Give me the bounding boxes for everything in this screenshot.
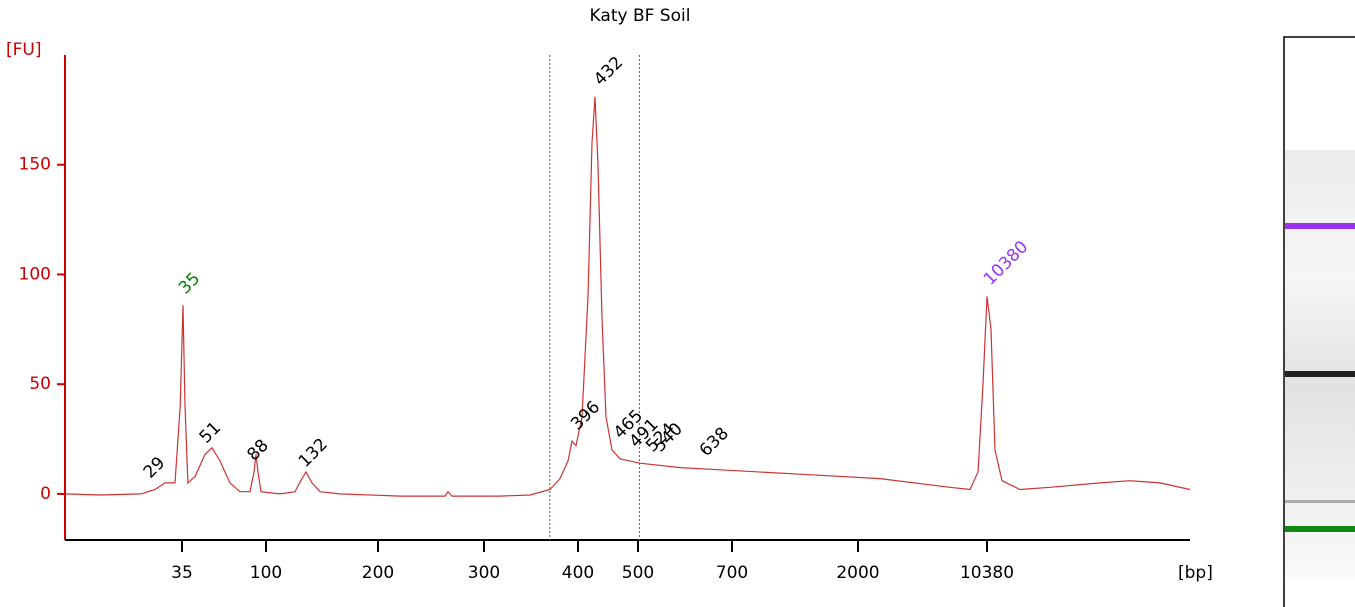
x-tick-label: 500 [622, 563, 654, 583]
peak-label: 638 [696, 424, 733, 461]
x-tick-label: 700 [716, 563, 748, 583]
x-axis-label: [bp] [1178, 563, 1213, 583]
gel-band-faint [1285, 500, 1355, 503]
x-tick-label: 10380 [960, 563, 1014, 583]
y-tick-label: 150 [19, 155, 51, 175]
peak-label: 396 [567, 397, 604, 434]
y-tick-label: 100 [19, 264, 51, 284]
x-tick-label: 100 [250, 563, 282, 583]
peak-label: 88 [243, 436, 272, 465]
x-tick-label: 200 [362, 563, 394, 583]
gel-band-main [1285, 371, 1355, 377]
y-axis-label: [FU] [6, 40, 42, 60]
peak-label: 132 [295, 435, 332, 472]
gel-band-lower-marker [1285, 526, 1355, 532]
x-tick-label: 2000 [836, 563, 879, 583]
gel-band-upper-marker [1285, 223, 1355, 229]
peak-label: 35 [175, 269, 204, 298]
y-tick-label: 50 [29, 374, 51, 394]
x-tick-label: 400 [562, 563, 594, 583]
trace [64, 96, 1191, 497]
peak-label: 10380 [980, 237, 1032, 289]
peak-label: 432 [590, 53, 627, 90]
x-tick-label: 35 [171, 563, 193, 583]
gel-background [1285, 150, 1355, 578]
x-tick-label: 300 [468, 563, 500, 583]
peak-label: 29 [140, 453, 169, 482]
gel-lane [1283, 36, 1355, 607]
chart-title: Katy BF Soil [590, 6, 691, 26]
y-tick-label: 0 [40, 484, 51, 504]
peak-label: 51 [196, 418, 225, 447]
